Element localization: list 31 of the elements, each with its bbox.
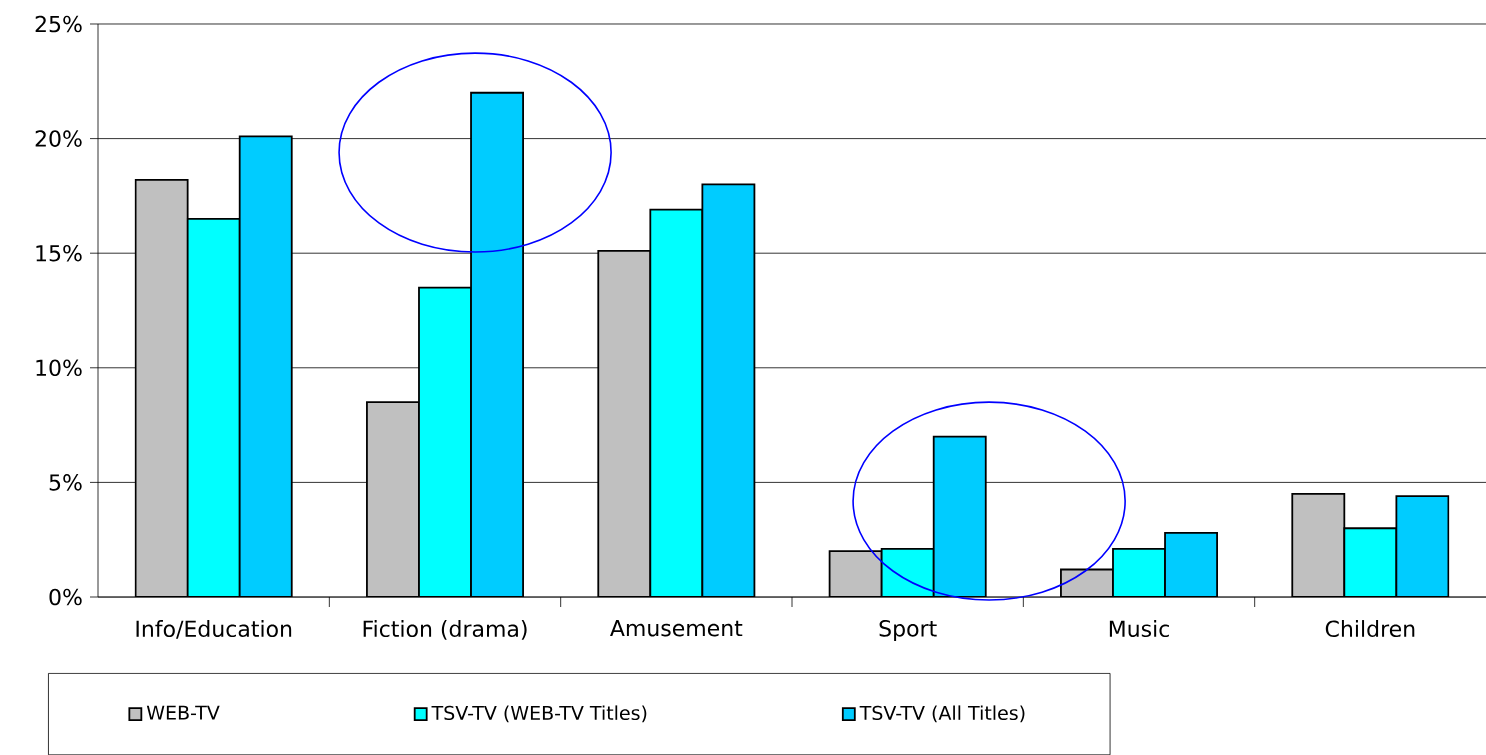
bar: [238, 135, 293, 597]
x-tick-label: Info/Education: [136, 620, 292, 639]
bar: [701, 183, 756, 597]
bar: [1343, 527, 1398, 597]
legend-label: WEB-TV: [146, 705, 220, 720]
legend-label: TSV-TV (WEB-TV Titles): [431, 705, 647, 723]
bar: [649, 208, 704, 597]
bar: [186, 217, 241, 597]
legend-label: TSV-TV (All Titles): [859, 705, 1025, 723]
bar: [597, 250, 652, 597]
bar: [1395, 495, 1450, 597]
bar: [1291, 492, 1346, 597]
bar: [933, 436, 986, 597]
y-tick-label: 0%: [49, 588, 82, 606]
y-tick-label: 10%: [36, 359, 82, 377]
x-tick-label: Amusement: [610, 620, 743, 637]
x-tick-label: Sport: [879, 620, 937, 641]
bar: [470, 91, 524, 597]
y-tick-label: 5%: [49, 474, 82, 491]
bar: [418, 286, 472, 597]
bar: [829, 551, 882, 597]
bar: [1112, 547, 1166, 597]
y-tick-label: 25%: [35, 15, 82, 33]
x-tick-label: Children: [1325, 620, 1415, 638]
y-tick-label: 20%: [35, 130, 82, 147]
x-tick-label: Music: [1109, 620, 1169, 638]
bar: [1164, 531, 1218, 597]
bar: [134, 178, 189, 597]
x-tick-label: Fiction (drama): [363, 620, 527, 640]
y-tick-label: 15%: [36, 244, 82, 262]
bar: [366, 401, 420, 597]
